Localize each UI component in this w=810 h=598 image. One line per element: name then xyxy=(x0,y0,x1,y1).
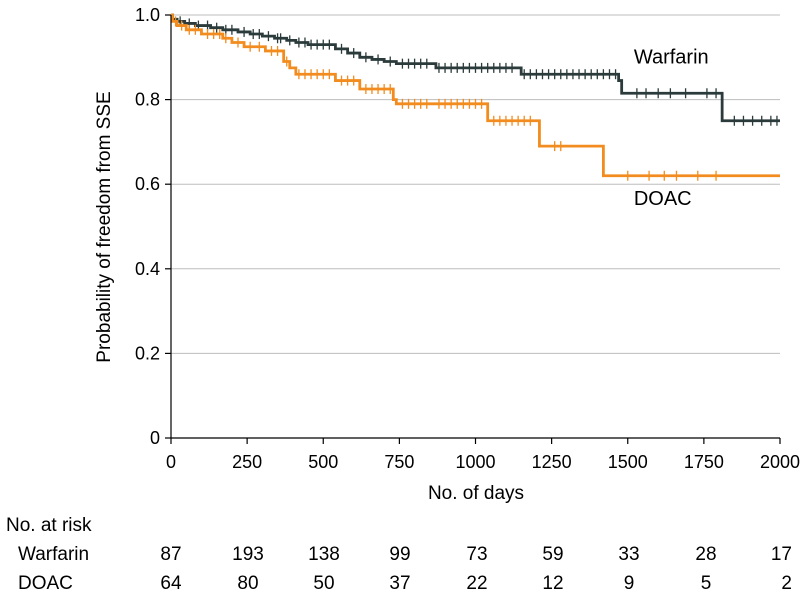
y-tick-label: 0.8 xyxy=(135,90,160,110)
risk-table-cell: 37 xyxy=(389,573,410,594)
y-tick-label: 0 xyxy=(150,428,160,448)
risk-table-cell: 17 xyxy=(771,544,792,565)
x-tick-label: 0 xyxy=(166,452,176,472)
risk-row-label-doac: DOAC xyxy=(18,573,73,594)
y-tick-label: 1.0 xyxy=(135,5,160,25)
x-tick-label: 250 xyxy=(232,452,262,472)
y-tick-label: 0.4 xyxy=(135,259,160,279)
risk-table-cell: 9 xyxy=(624,573,635,594)
risk-table-cell: 50 xyxy=(313,573,334,594)
survival-curves xyxy=(171,13,780,181)
risk-table-cell: 33 xyxy=(618,544,639,565)
series-label-doac: DOAC xyxy=(634,188,692,210)
gridlines xyxy=(171,14,780,354)
risk-table-cell: 64 xyxy=(160,573,182,594)
x-tick-label: 1500 xyxy=(608,452,648,472)
axes xyxy=(170,15,780,439)
tick-marks xyxy=(165,14,781,444)
x-tick-label: 2000 xyxy=(760,452,800,472)
x-tick-label: 500 xyxy=(308,452,338,472)
curve-doac xyxy=(171,13,780,178)
x-tick-label: 750 xyxy=(384,452,414,472)
y-tick-label: 0.6 xyxy=(135,174,160,194)
risk-table-cell: 59 xyxy=(542,544,563,565)
risk-table-title: No. at risk xyxy=(6,515,92,536)
x-tick-label: 1750 xyxy=(684,452,724,472)
series-label-warfarin: Warfarin xyxy=(634,46,709,68)
series-labels: Warfarin DOAC xyxy=(634,46,709,210)
risk-table: No. at risk Warfarin 87 193 138 99 73 59 33 28 17… xyxy=(6,515,792,594)
risk-table-cell: 2 xyxy=(781,573,792,594)
risk-table-cell: 22 xyxy=(466,573,487,594)
tick-labels: 0 0.2 0.4 0.6 0.8 1.0 0 250 500 750 1000 1250 1500 17… xyxy=(135,5,800,472)
risk-table-cell: 193 xyxy=(232,544,264,565)
x-axis-label: No. of days xyxy=(428,483,524,504)
risk-table-cell: 12 xyxy=(542,573,563,594)
risk-table-cell: 28 xyxy=(695,544,716,565)
y-tick-label: 0.2 xyxy=(135,343,160,363)
risk-table-cell: 5 xyxy=(701,573,712,594)
x-tick-label: 1000 xyxy=(455,452,495,472)
risk-table-cell: 80 xyxy=(237,573,258,594)
risk-table-cell: 99 xyxy=(389,544,410,565)
x-tick-label: 1250 xyxy=(532,452,572,472)
y-axis-label: Probability of freedom from SSE xyxy=(94,91,115,362)
risk-row-label-warfarin: Warfarin xyxy=(18,544,89,565)
risk-table-cell: 73 xyxy=(466,544,487,565)
risk-table-cell: 87 xyxy=(160,544,181,565)
risk-table-cell: 138 xyxy=(308,544,340,565)
